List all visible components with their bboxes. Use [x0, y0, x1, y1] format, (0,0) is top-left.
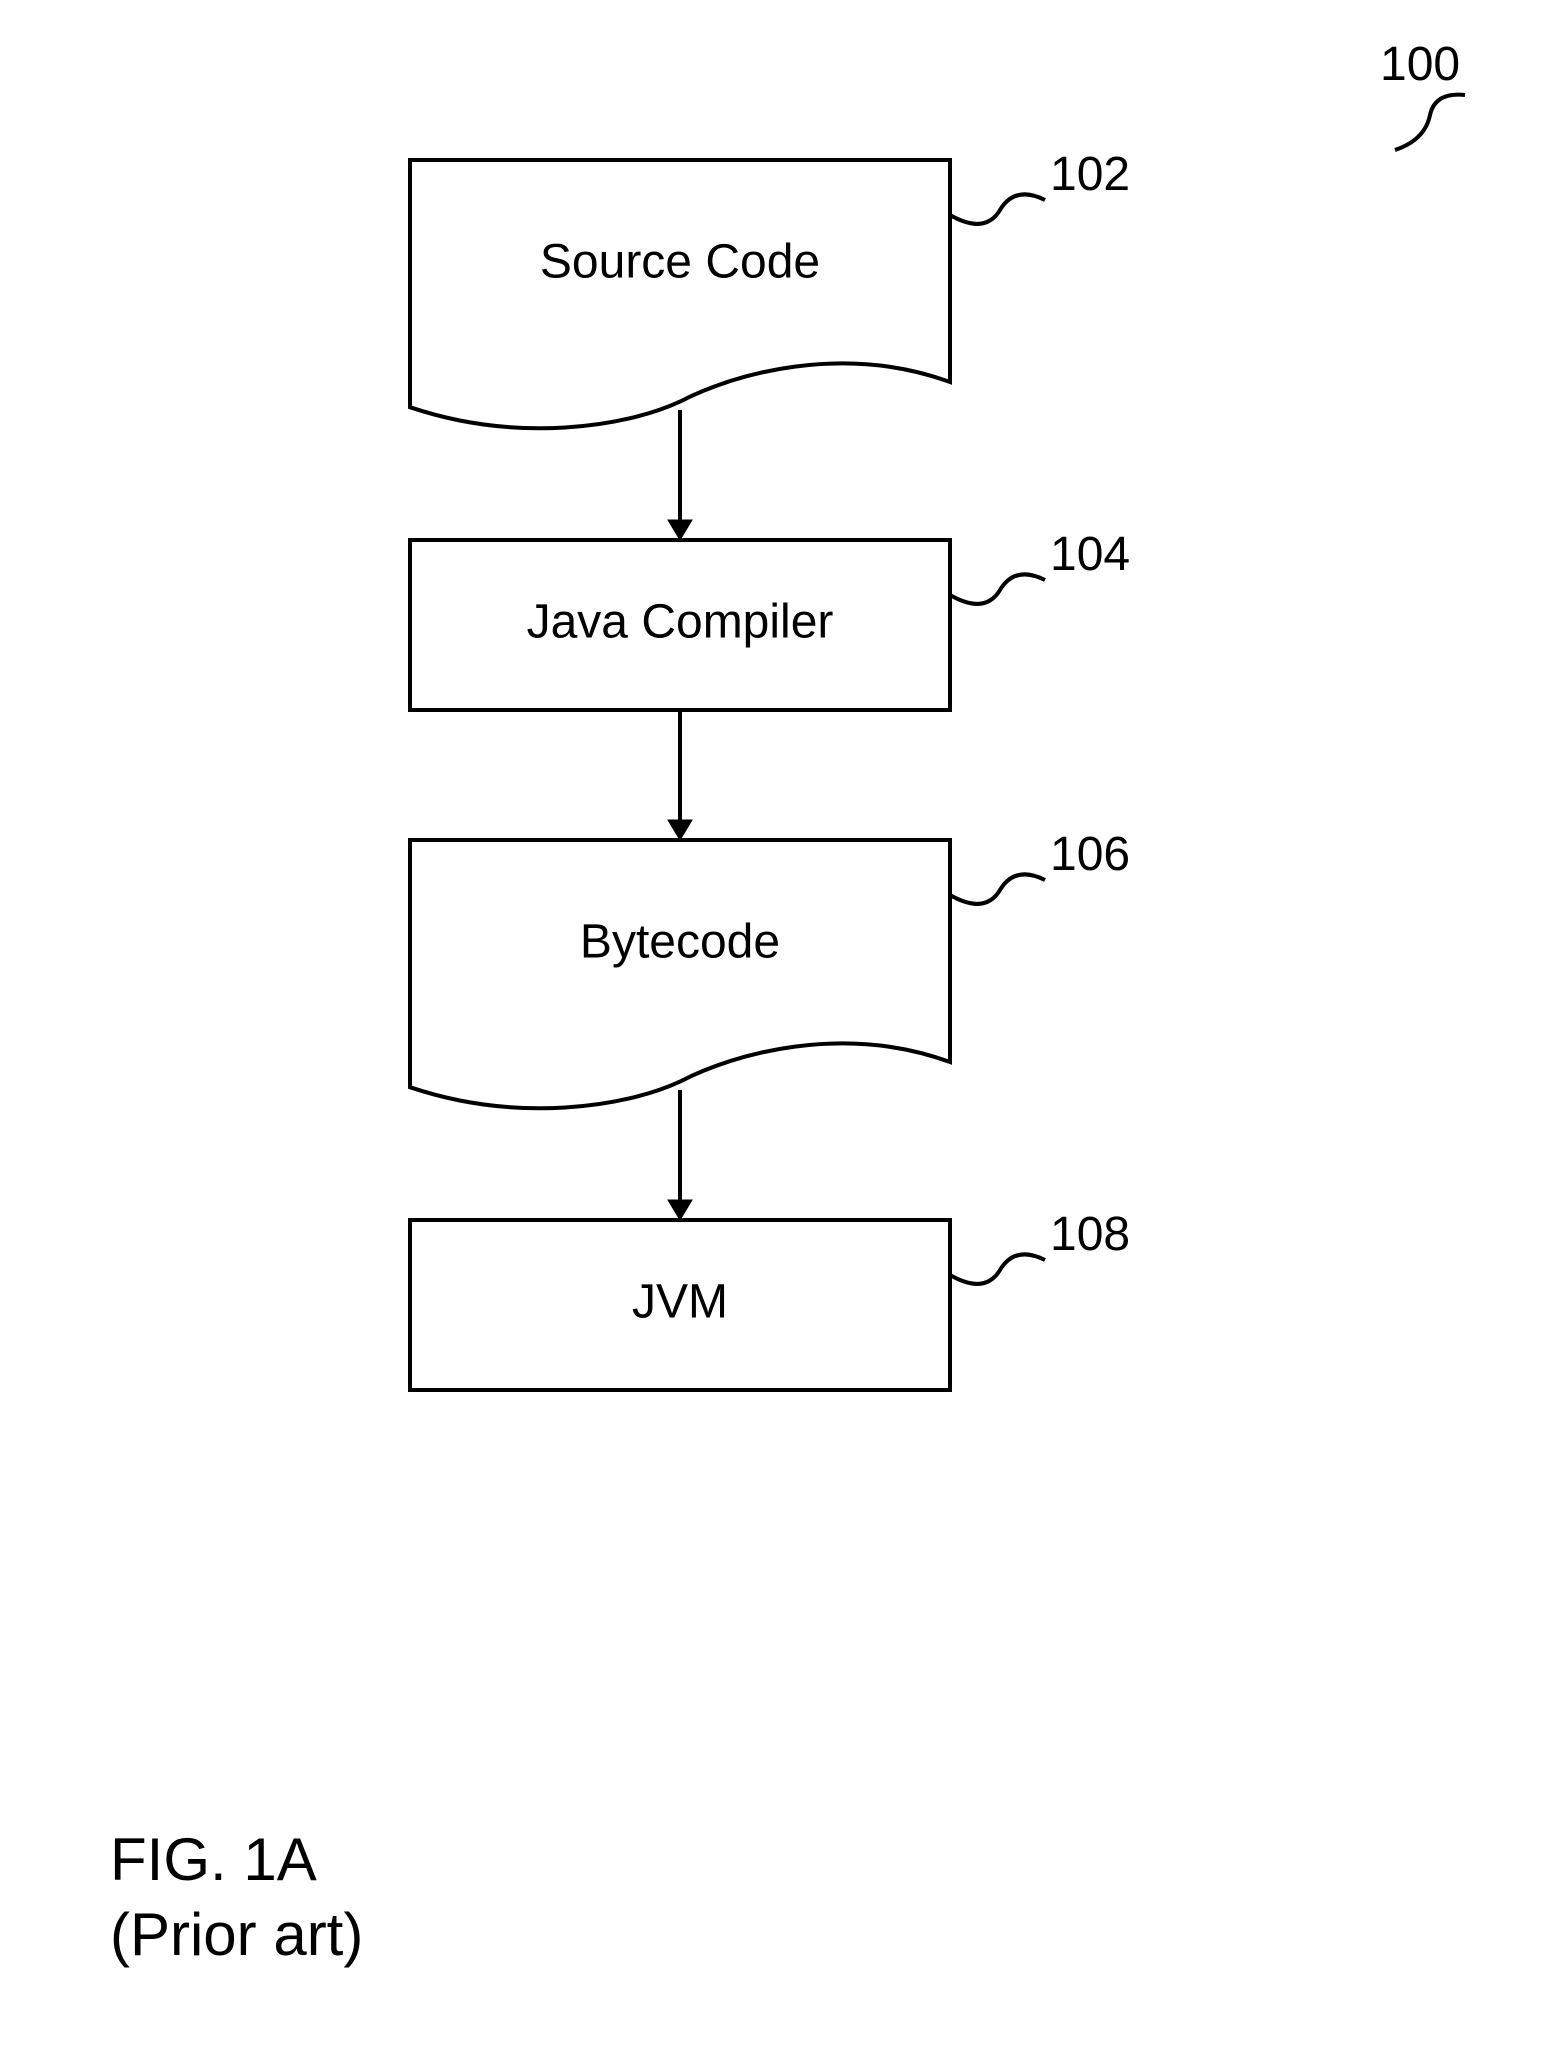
bytecode-ref: 106	[1050, 828, 1130, 881]
jvm-ref-leader	[950, 1254, 1045, 1284]
source-ref-leader	[950, 194, 1045, 224]
bytecode-label: Bytecode	[580, 916, 780, 969]
jvm-label: JVM	[632, 1276, 728, 1329]
source-label: Source Code	[540, 236, 820, 289]
flowchart-diagram: Source Code 102 Java Compiler 104 Bytecode 10…	[0, 0, 1552, 2070]
overall-ref-leader	[1395, 95, 1465, 150]
arrowhead-bytecode-jvm	[668, 1200, 692, 1220]
compiler-label: Java Compiler	[527, 596, 834, 649]
arrowhead-compiler-bytecode	[668, 820, 692, 840]
figure-caption-line1: FIG. 1A	[110, 1826, 317, 1893]
compiler-ref: 104	[1050, 528, 1130, 581]
arrowhead-source-compiler	[668, 520, 692, 540]
bytecode-document	[410, 840, 950, 1108]
source-document	[410, 160, 950, 428]
jvm-ref: 108	[1050, 1208, 1130, 1261]
compiler-ref-leader	[950, 574, 1045, 604]
source-ref: 102	[1050, 148, 1130, 201]
figure-caption-line2: (Prior art)	[110, 1901, 363, 1968]
overall-ref: 100	[1380, 38, 1460, 91]
bytecode-ref-leader	[950, 874, 1045, 904]
